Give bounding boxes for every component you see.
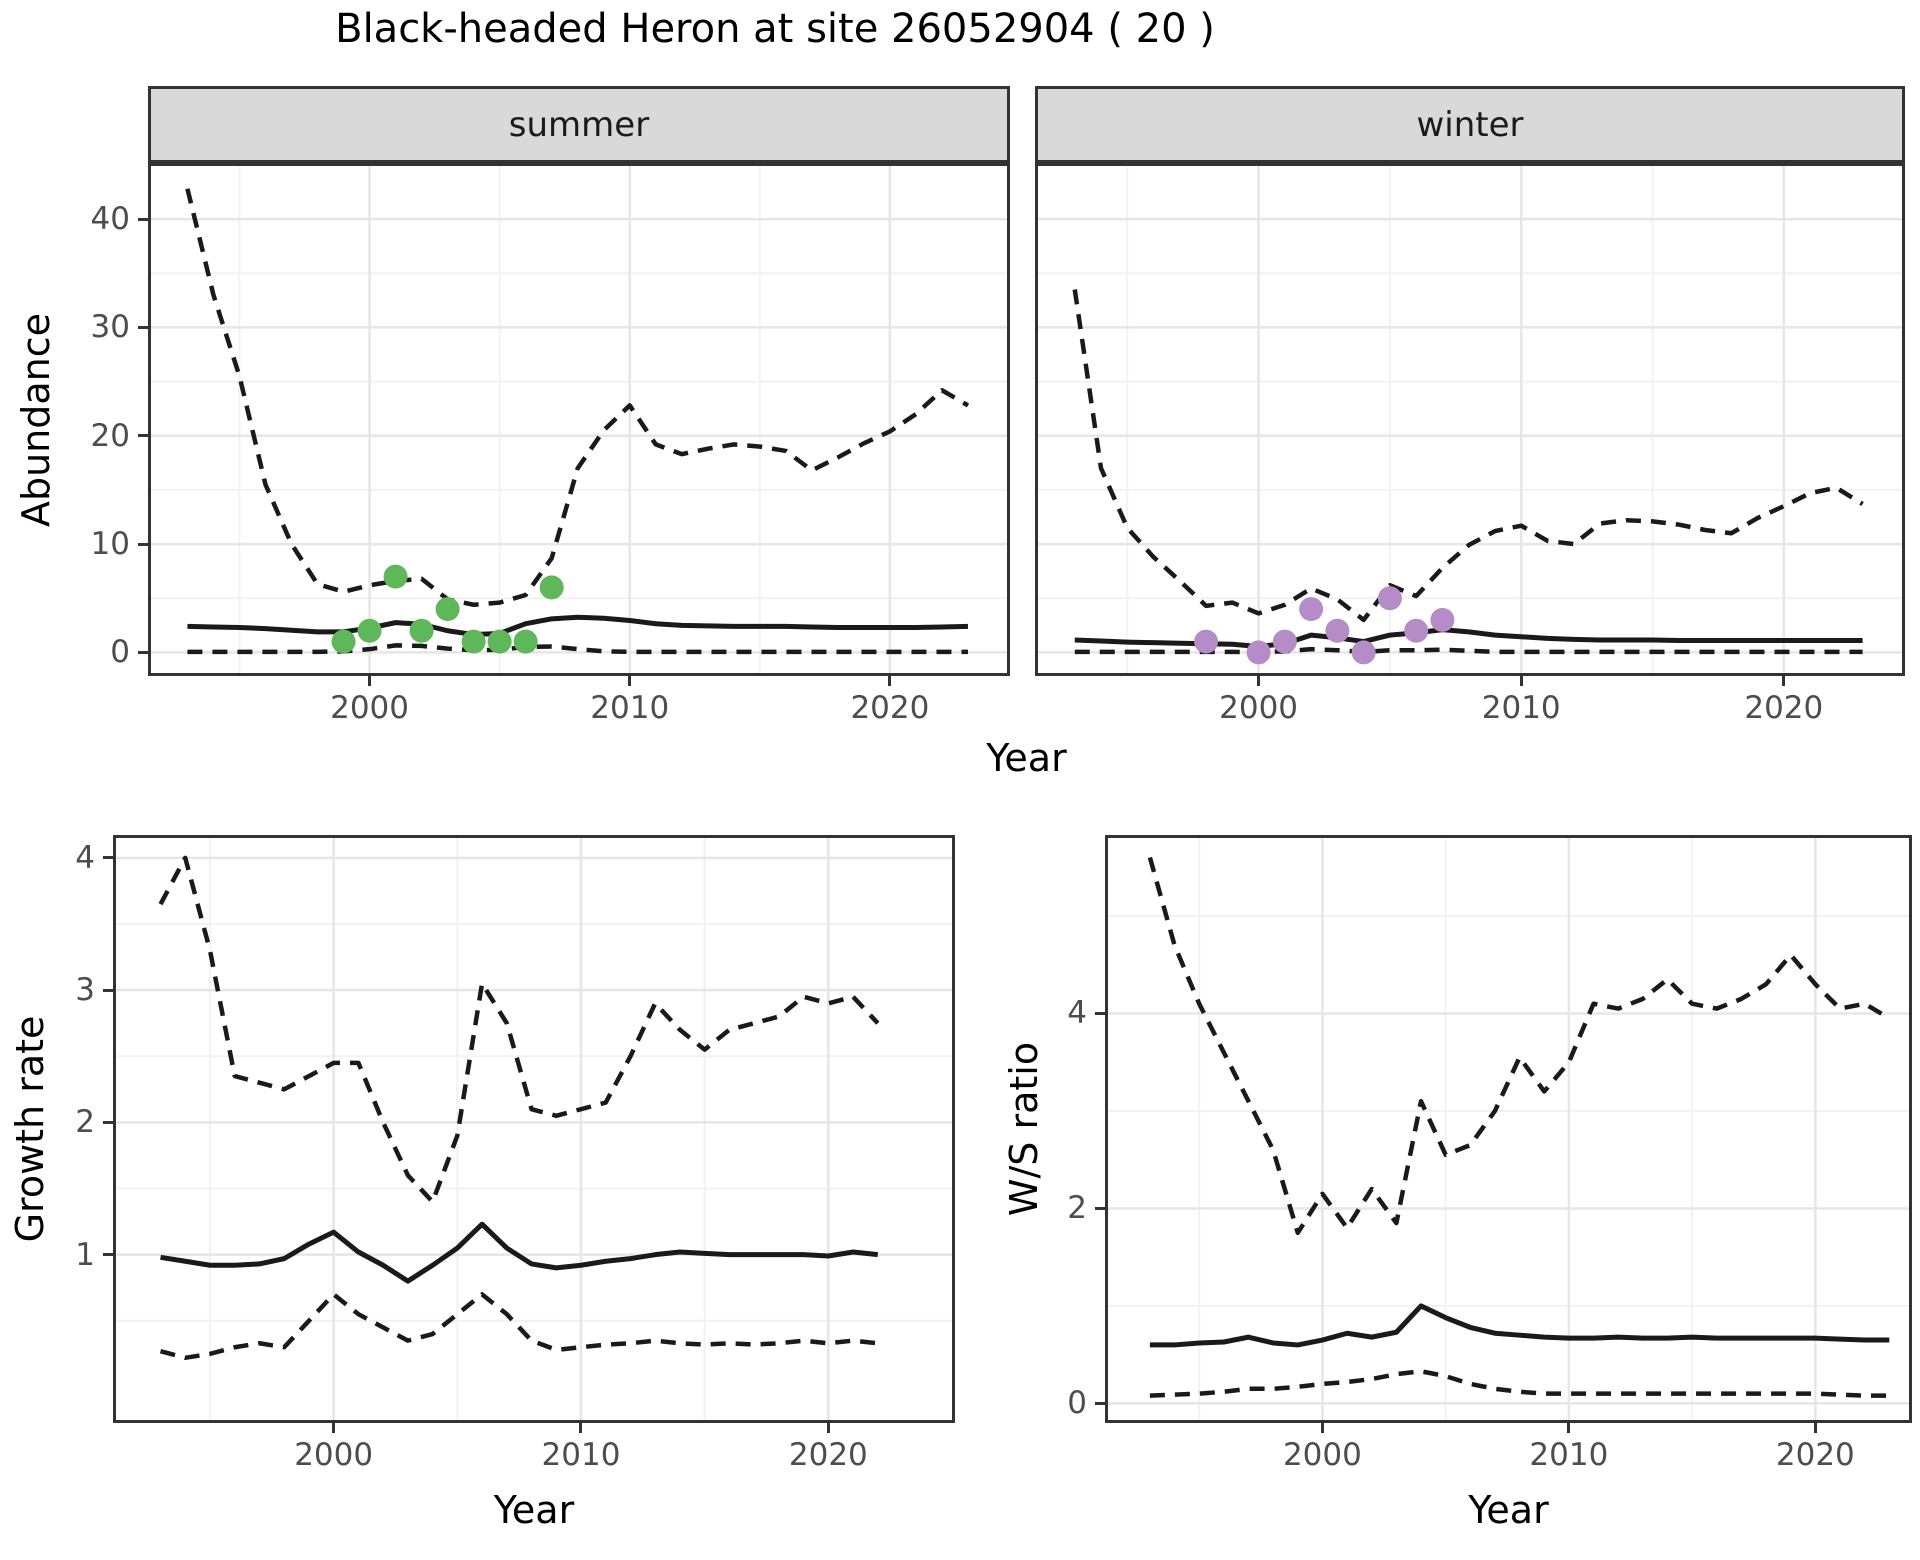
x-tick-label: 2020 — [850, 690, 930, 726]
y-tick-mark — [103, 856, 113, 860]
abundance-summer-upper-95ci-line — [185, 188, 970, 607]
y-tick-label: 4 — [1067, 995, 1087, 1032]
ws-ratio-upper-95ci-line — [1147, 856, 1891, 1236]
panel-ws-ratio — [1105, 835, 1912, 1423]
y-tick-label: 20 — [90, 417, 130, 454]
facet-strip-winter: winter — [1035, 86, 1905, 163]
abundance-summer-plot-area — [151, 166, 1007, 673]
growth-rate-plot-area — [116, 838, 952, 1420]
y-tick-label: 3 — [75, 972, 95, 1009]
x-tick-label: 2000 — [1219, 690, 1299, 726]
x-tick-mark — [628, 676, 632, 686]
y-tick-mark — [1095, 1011, 1105, 1015]
observed-abundance-winter-point — [1194, 629, 1219, 654]
observed-abundance-summer-point — [461, 629, 486, 654]
observed-abundance-winter-point — [1351, 640, 1376, 665]
observed-abundance-summer-point — [487, 629, 512, 654]
ws-ratio-plot-area — [1108, 838, 1909, 1420]
x-tick-mark — [826, 1423, 830, 1433]
x-tick-mark — [1519, 676, 1523, 686]
facet-strip-summer: summer — [148, 86, 1010, 163]
observed-abundance-summer-point — [383, 564, 408, 589]
x-tick-label: 2000 — [330, 690, 409, 726]
panel-abundance-winter — [1035, 163, 1905, 676]
growth-rate-median-line — [160, 1221, 879, 1284]
x-tick-label: 2000 — [294, 1437, 374, 1473]
observed-abundance-winter-point — [1299, 597, 1324, 622]
x-tick-label: 2010 — [1481, 690, 1561, 726]
abundance-winter-upper-95ci-line — [1072, 289, 1864, 623]
x-axis-title-year-ws: Year — [1468, 1488, 1549, 1532]
observed-abundance-winter-point — [1430, 607, 1455, 632]
x-tick-label: 2020 — [1744, 690, 1824, 726]
y-axis-title-ws-ratio: W/S ratio — [1002, 1041, 1046, 1217]
panel-abundance-summer — [148, 163, 1010, 676]
y-tick-mark — [138, 542, 148, 546]
observed-abundance-summer-point — [539, 575, 564, 600]
x-tick-mark — [1567, 1423, 1571, 1433]
y-tick-mark — [138, 434, 148, 438]
observed-abundance-summer-point — [357, 618, 382, 643]
y-tick-label: 2 — [75, 1104, 95, 1141]
observed-abundance-winter-point — [1246, 640, 1271, 665]
x-axis-title-year-top: Year — [986, 736, 1067, 780]
facet-strip-summer-label: summer — [508, 104, 650, 145]
panel-growth-rate — [113, 835, 955, 1423]
observed-abundance-summer-point — [435, 597, 460, 622]
y-tick-mark — [138, 325, 148, 329]
x-tick-label: 2020 — [788, 1437, 868, 1473]
ws-ratio-lower-95ci-line — [1149, 1369, 1890, 1398]
abundance-winter-median-line — [1074, 627, 1863, 649]
y-tick-mark — [103, 1253, 113, 1257]
x-tick-label: 2020 — [1775, 1437, 1855, 1473]
x-tick-mark — [579, 1423, 583, 1433]
x-tick-mark — [1782, 676, 1786, 686]
y-tick-label: 0 — [1067, 1385, 1087, 1422]
x-axis-title-year-growth: Year — [493, 1488, 575, 1532]
x-tick-label: 2010 — [541, 1437, 621, 1473]
x-tick-label: 2010 — [590, 690, 670, 726]
y-tick-mark — [103, 1120, 113, 1124]
plot-title: Black-headed Heron at site 26052904 ( 20… — [335, 6, 1215, 52]
x-tick-label: 2010 — [1529, 1437, 1609, 1473]
y-tick-label: 0 — [110, 634, 130, 671]
abundance-winter-plot-area — [1038, 166, 1902, 673]
x-tick-mark — [1320, 1423, 1324, 1433]
ws-ratio-median-line — [1149, 1303, 1890, 1348]
y-tick-mark — [103, 988, 113, 992]
growth-rate-upper-95ci-line — [158, 855, 880, 1204]
x-tick-mark — [368, 676, 372, 686]
y-tick-label: 30 — [90, 309, 130, 346]
x-tick-mark — [1257, 676, 1261, 686]
y-tick-mark — [1095, 1401, 1105, 1405]
y-tick-label: 1 — [75, 1236, 95, 1273]
x-tick-mark — [1813, 1423, 1817, 1433]
x-tick-label: 2000 — [1282, 1437, 1362, 1473]
observed-abundance-winter-point — [1272, 629, 1297, 654]
x-tick-mark — [332, 1423, 336, 1433]
observed-abundance-summer-point — [409, 618, 434, 643]
abundance-summer-lower-95ci-line — [187, 643, 968, 655]
y-tick-mark — [138, 650, 148, 654]
observed-abundance-summer-point — [331, 629, 356, 654]
facet-strip-winter-label: winter — [1416, 104, 1524, 145]
x-tick-mark — [888, 676, 892, 686]
abundance-summer-median-line — [187, 614, 969, 638]
growth-rate-lower-95ci-line — [159, 1292, 879, 1361]
y-tick-label: 2 — [1067, 1190, 1087, 1227]
y-tick-mark — [1095, 1206, 1105, 1210]
observed-abundance-summer-point — [513, 629, 538, 654]
y-tick-mark — [138, 217, 148, 221]
y-tick-label: 10 — [90, 526, 130, 563]
observed-abundance-winter-point — [1325, 618, 1350, 643]
y-tick-label: 40 — [90, 201, 130, 238]
observed-abundance-winter-point — [1404, 618, 1429, 643]
observed-abundance-winter-point — [1377, 586, 1402, 611]
y-tick-label: 4 — [75, 839, 95, 876]
